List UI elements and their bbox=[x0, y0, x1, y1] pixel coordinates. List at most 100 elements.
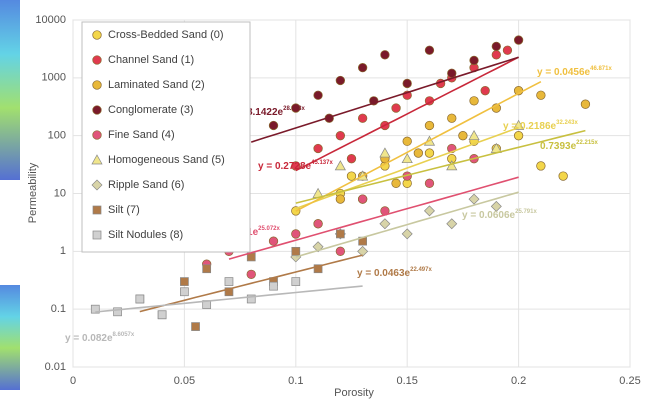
point bbox=[269, 237, 278, 246]
point bbox=[447, 69, 456, 78]
point bbox=[470, 97, 479, 106]
point bbox=[358, 195, 367, 204]
x-tick-label: 0.15 bbox=[396, 375, 417, 387]
point bbox=[336, 230, 344, 238]
equation-exponent: 32.243x bbox=[556, 120, 578, 126]
equation-text: y = 0.2186e bbox=[503, 121, 557, 132]
x-tick-label: 0.25 bbox=[619, 375, 640, 387]
point bbox=[336, 247, 345, 256]
point bbox=[270, 282, 278, 290]
x-tick-label: 0.2 bbox=[511, 375, 526, 387]
page: Porosity Permeability 0.01 0.1 1 10 100 1000 1… bbox=[0, 0, 654, 400]
point bbox=[537, 91, 546, 100]
y-tick-label: 10 bbox=[54, 187, 66, 199]
y-tick-label: 10000 bbox=[35, 14, 66, 26]
legend-marker bbox=[93, 206, 101, 214]
point bbox=[225, 278, 233, 286]
point bbox=[314, 91, 323, 100]
legend-label: Cross-Bedded Sand (0) bbox=[108, 29, 224, 41]
point bbox=[292, 230, 301, 239]
x-tick-label: 0.1 bbox=[288, 375, 303, 387]
point bbox=[269, 121, 278, 130]
point bbox=[447, 114, 456, 123]
equation-text: y = 0.2728e bbox=[258, 161, 312, 172]
legend-label: Fine Sand (4) bbox=[108, 129, 175, 141]
legend-marker bbox=[93, 31, 102, 40]
legend-label: Laminated Sand (2) bbox=[108, 79, 205, 91]
point bbox=[492, 42, 501, 51]
y-tick-label: 100 bbox=[48, 130, 66, 142]
point bbox=[403, 137, 412, 146]
equation-exponent: 22.215x bbox=[576, 140, 598, 146]
point bbox=[459, 131, 468, 140]
point bbox=[481, 86, 490, 95]
point bbox=[470, 56, 479, 65]
point bbox=[180, 288, 188, 296]
point bbox=[203, 265, 211, 273]
legend-marker bbox=[93, 231, 101, 239]
point bbox=[336, 76, 345, 85]
y-tick-label: 0.01 bbox=[45, 361, 66, 373]
point bbox=[292, 278, 300, 286]
point bbox=[403, 79, 412, 88]
equation-text: 0.7393e bbox=[540, 141, 577, 152]
point bbox=[392, 179, 401, 188]
point bbox=[425, 149, 434, 158]
point bbox=[425, 121, 434, 130]
legend-marker bbox=[93, 131, 102, 140]
point bbox=[180, 278, 188, 286]
point bbox=[247, 270, 256, 279]
y-tick-label: 1 bbox=[60, 245, 66, 257]
legend-label: Silt (7) bbox=[108, 204, 140, 216]
legend-label: Ripple Sand (6) bbox=[108, 179, 184, 191]
equation-text: y = 0.0456e bbox=[537, 67, 591, 78]
equation-text: y = 0.082e bbox=[65, 333, 113, 344]
point bbox=[314, 219, 323, 228]
point bbox=[381, 51, 390, 60]
point bbox=[514, 131, 523, 140]
point bbox=[414, 149, 423, 158]
point bbox=[136, 295, 144, 303]
point bbox=[314, 144, 323, 153]
chart: Porosity Permeability 0.01 0.1 1 10 100 1000 1… bbox=[0, 0, 654, 400]
legend-marker bbox=[93, 81, 102, 90]
equation-exponent: 28.158x bbox=[283, 106, 305, 112]
legend-label: Homogeneous Sand (5) bbox=[108, 154, 225, 166]
point bbox=[514, 36, 523, 45]
equation-text: y = 0.0606e bbox=[462, 210, 516, 221]
point bbox=[158, 311, 166, 319]
point bbox=[358, 63, 367, 72]
point bbox=[392, 104, 401, 113]
equation-exponent: 45.137x bbox=[311, 160, 333, 166]
x-axis-title: Porosity bbox=[334, 387, 374, 399]
y-axis-title: Permeability bbox=[27, 162, 39, 223]
equation-exponent: 22.497x bbox=[410, 267, 432, 273]
y-tick-label: 0.1 bbox=[51, 303, 66, 315]
point bbox=[358, 114, 367, 123]
legend-marker bbox=[93, 106, 102, 115]
background-strip bbox=[0, 0, 22, 180]
point bbox=[581, 100, 590, 109]
point bbox=[347, 154, 356, 163]
y-tick-label: 1000 bbox=[42, 72, 66, 84]
legend-marker bbox=[93, 56, 102, 65]
legend-label: Silt Nodules (8) bbox=[108, 229, 183, 241]
equation-exponent: 25.791x bbox=[515, 209, 537, 215]
background-strip bbox=[0, 285, 20, 390]
x-tick-label: 0 bbox=[70, 375, 76, 387]
equation-exponent: 25.072x bbox=[258, 226, 280, 232]
point bbox=[336, 131, 345, 140]
point bbox=[336, 195, 345, 204]
point bbox=[425, 46, 434, 55]
legend-label: Channel Sand (1) bbox=[108, 54, 194, 66]
point bbox=[192, 323, 200, 331]
point bbox=[537, 162, 546, 171]
point bbox=[503, 46, 512, 55]
equation-text: y = 0.0463e bbox=[357, 268, 411, 279]
equation-exponent: 46.871x bbox=[590, 66, 612, 72]
point bbox=[347, 172, 356, 181]
point bbox=[425, 179, 434, 188]
legend-label: Conglomerate (3) bbox=[108, 104, 194, 116]
point bbox=[559, 172, 568, 181]
equation-exponent: 8.6057x bbox=[113, 332, 135, 338]
